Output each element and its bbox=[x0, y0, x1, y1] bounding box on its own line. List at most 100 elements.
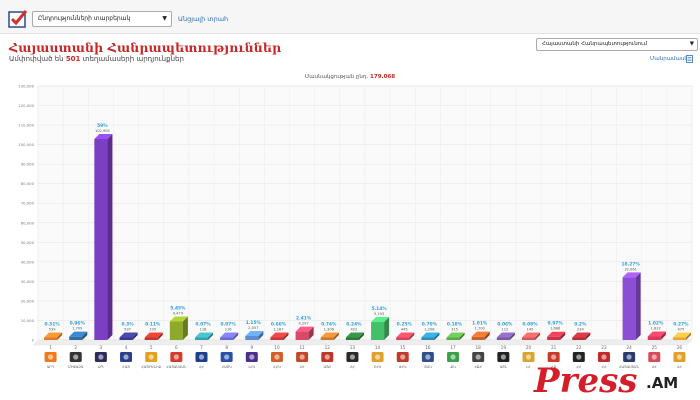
y-tick-label: 0 bbox=[32, 338, 35, 343]
bar-percent-label: 0.70% bbox=[422, 322, 438, 328]
bar-side bbox=[233, 332, 239, 340]
bar-side bbox=[660, 331, 666, 340]
party-logo-mark bbox=[274, 354, 280, 360]
bar-top bbox=[144, 332, 163, 338]
bar-value-label: 1,208 bbox=[424, 328, 435, 332]
category-number: 8 bbox=[225, 345, 228, 350]
party-logo-mark bbox=[98, 354, 104, 360]
y-tick-label: 70,000 bbox=[21, 201, 35, 206]
bar-top bbox=[672, 332, 691, 338]
bar-value-label: 475 bbox=[677, 328, 684, 332]
bar-value-label: 537 bbox=[124, 328, 131, 332]
region-select-label: Հայաստանի Հանրապետությունում bbox=[542, 41, 648, 47]
watermark-suffix: .AM bbox=[646, 374, 678, 392]
y-tick-label: 50,000 bbox=[21, 240, 35, 245]
bar-top bbox=[622, 272, 641, 278]
party-name-label: ՀՀ bbox=[350, 365, 355, 369]
party-logo-mark bbox=[475, 354, 481, 360]
bar-percent-label: 0.74% bbox=[321, 321, 337, 327]
category-number: 15 bbox=[400, 345, 406, 350]
bar bbox=[194, 337, 209, 340]
y-tick-label: 40,000 bbox=[21, 259, 35, 264]
archive-link[interactable]: Անցյալի տրահ bbox=[178, 15, 229, 23]
bar-top bbox=[572, 332, 591, 338]
details-link[interactable]: Մանրամասն bbox=[650, 56, 688, 62]
bar-value-label: 195 bbox=[149, 328, 156, 332]
party-logo-mark bbox=[249, 354, 255, 360]
party-logo-mark bbox=[73, 354, 79, 360]
bar-top bbox=[194, 332, 214, 338]
bar-value-label: 9,193 bbox=[374, 312, 384, 316]
precinct-count: 501 bbox=[65, 55, 81, 63]
election-select[interactable]: Ընդրությունների տարբերակ ▼ bbox=[32, 11, 172, 27]
document-icon[interactable] bbox=[686, 55, 693, 63]
bar bbox=[371, 322, 385, 340]
party-name-label: ԱՅԲ bbox=[323, 365, 331, 369]
category-number: 19 bbox=[501, 345, 507, 350]
party-name-label: ԺՀԿ bbox=[399, 365, 407, 369]
bar-side bbox=[157, 332, 163, 340]
bar-value-label: 1,700 bbox=[475, 327, 486, 331]
bar-percent-label: 0.96% bbox=[70, 321, 86, 327]
party-name-label: ՀԱՅԱՍՏԱՆ bbox=[166, 365, 187, 369]
bar bbox=[320, 337, 334, 340]
y-tick-label: 120,000 bbox=[18, 103, 34, 108]
bar-percent-label: 0.18% bbox=[447, 322, 463, 328]
party-name-label: ՀՀ bbox=[677, 365, 682, 369]
bar-top bbox=[345, 332, 364, 338]
bar bbox=[547, 336, 561, 340]
category-number: 22 bbox=[576, 345, 582, 350]
bar-value-label: 32,061 bbox=[624, 267, 637, 271]
category-number: 24 bbox=[626, 345, 632, 350]
category-number: 20 bbox=[526, 345, 532, 350]
bar-percent-label: 5.45% bbox=[170, 305, 186, 311]
bar bbox=[270, 337, 284, 340]
bar-percent-label: 0.3% bbox=[121, 322, 134, 328]
election-select-label: Ընդրությունների տարբերակ bbox=[38, 15, 131, 22]
bar bbox=[94, 138, 108, 340]
bar-side bbox=[258, 330, 264, 340]
party-logo-mark bbox=[349, 354, 356, 360]
bar-value-label: 1,167 bbox=[273, 328, 283, 332]
category-number: 10 bbox=[274, 345, 280, 350]
y-tick-label: 90,000 bbox=[21, 162, 35, 167]
bar-value-label: 1,306 bbox=[324, 327, 335, 331]
party-name-label: ՀԱՅԱՍՏԱՆ bbox=[619, 365, 640, 369]
chart-floor bbox=[32, 339, 693, 346]
bar-top bbox=[371, 317, 390, 323]
bar-top bbox=[44, 332, 63, 338]
category-number: 25 bbox=[652, 345, 658, 350]
bar-top bbox=[69, 331, 88, 337]
party-name-label: ՀՀ bbox=[602, 365, 607, 369]
bar-value-label: 118 bbox=[200, 328, 208, 332]
party-name-label: ՀՀ bbox=[576, 365, 581, 369]
bar bbox=[672, 337, 686, 340]
bar-side bbox=[535, 332, 541, 340]
party-name-label: ՔՊ bbox=[98, 365, 104, 369]
category-number: 2 bbox=[74, 345, 77, 350]
bar-value-label: 2,057 bbox=[248, 326, 258, 330]
party-logo-mark bbox=[374, 354, 381, 360]
party-logo-mark bbox=[500, 354, 506, 360]
bar-side bbox=[484, 331, 490, 340]
votes-total-value: 179.068 bbox=[370, 74, 396, 80]
bar-top bbox=[320, 332, 339, 338]
category-number: 7 bbox=[200, 345, 203, 350]
bar bbox=[647, 336, 661, 340]
bar-side bbox=[635, 272, 641, 340]
press-am-watermark: Press .AM bbox=[533, 362, 678, 398]
bar bbox=[396, 337, 410, 340]
bar bbox=[572, 337, 586, 340]
party-logo-mark bbox=[525, 354, 532, 360]
party-logo-mark bbox=[450, 354, 456, 360]
bar-percent-label: 18.27% bbox=[621, 261, 640, 267]
category-number: 18 bbox=[476, 345, 482, 350]
category-number: 14 bbox=[375, 345, 381, 350]
category-number: 4 bbox=[125, 345, 128, 350]
bar-percent-label: 59% bbox=[97, 123, 108, 129]
region-select[interactable]: Հայաստանի Հանրապետությունում ▼ bbox=[536, 38, 698, 51]
bar-top bbox=[245, 330, 264, 336]
bar-side bbox=[82, 331, 88, 340]
party-name-label: ՀՔ bbox=[551, 365, 556, 369]
chevron-down-icon: ▼ bbox=[689, 41, 694, 47]
